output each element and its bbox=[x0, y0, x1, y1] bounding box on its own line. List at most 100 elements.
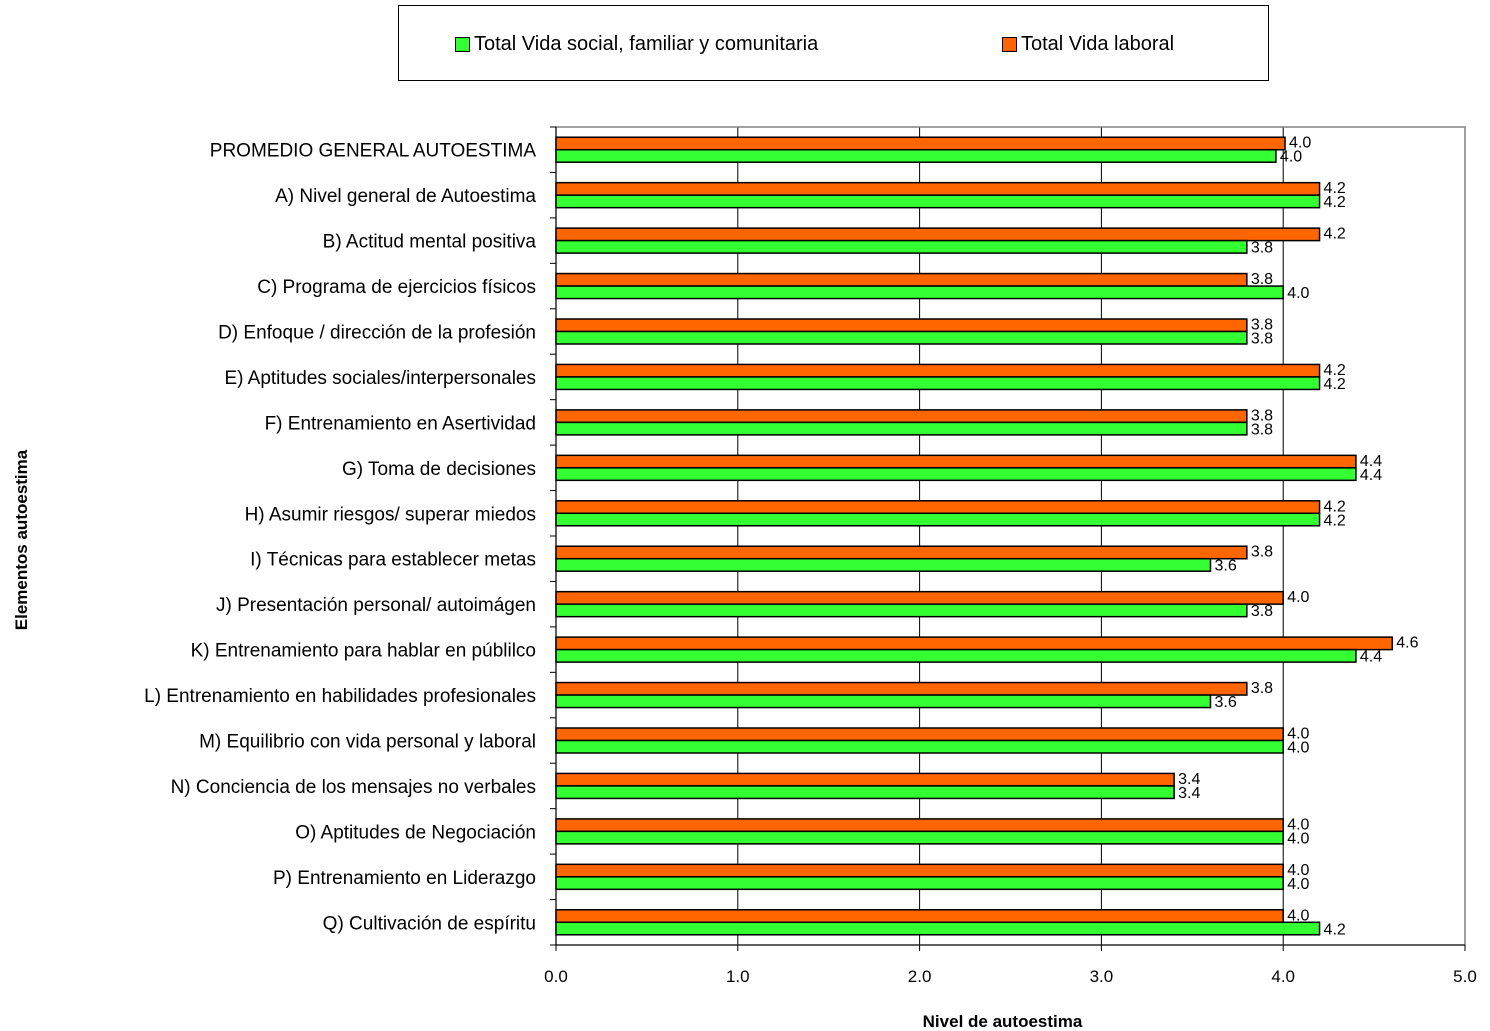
data-label-vida-laboral: 3.8 bbox=[1251, 407, 1273, 424]
bar-vida-laboral bbox=[555, 272, 1248, 287]
x-tick-label: 4.0 bbox=[1271, 967, 1295, 986]
data-label-vida-social: 4.0 bbox=[1287, 830, 1309, 847]
data-label-vida-social: 3.6 bbox=[1214, 558, 1236, 575]
bar-vida-laboral bbox=[555, 363, 1321, 378]
category-label: O) Aptitudes de Negociación bbox=[295, 822, 536, 843]
data-label-vida-laboral: 4.0 bbox=[1287, 726, 1309, 743]
legend-item-laboral: Total Vida laboral bbox=[1002, 33, 1174, 56]
category-label: C) Programa de ejercicios físicos bbox=[257, 277, 536, 298]
data-label-vida-social: 4.0 bbox=[1280, 149, 1302, 166]
data-label-vida-laboral: 4.2 bbox=[1324, 226, 1346, 243]
data-label-vida-laboral: 3.8 bbox=[1251, 317, 1273, 334]
bar-vida-laboral bbox=[555, 227, 1321, 242]
x-tick-label: 5.0 bbox=[1453, 967, 1477, 986]
bar-vida-social bbox=[555, 694, 1212, 709]
x-tick-label: 3.0 bbox=[1090, 967, 1114, 986]
category-label: N) Conciencia de los mensajes no verbale… bbox=[171, 777, 536, 798]
data-label-vida-social: 3.8 bbox=[1251, 240, 1273, 257]
category-label: I) Técnicas para establecer metas bbox=[250, 550, 536, 571]
legend-label-laboral: Total Vida laboral bbox=[1021, 33, 1175, 55]
x-axis-title: Nivel de autoestima bbox=[923, 1012, 1083, 1031]
data-label-vida-social: 4.4 bbox=[1360, 467, 1382, 484]
bar-vida-laboral bbox=[555, 454, 1357, 469]
bar-vida-laboral bbox=[555, 590, 1284, 605]
bar-vida-social bbox=[555, 467, 1357, 482]
x-tick-label: 0.0 bbox=[544, 967, 568, 986]
legend: Total Vida social, familiar y comunitari… bbox=[398, 5, 1269, 81]
data-label-vida-laboral: 3.8 bbox=[1251, 544, 1273, 561]
bar-vida-laboral bbox=[555, 772, 1175, 787]
data-label-vida-social: 4.0 bbox=[1287, 740, 1309, 757]
data-label-vida-social: 3.6 bbox=[1214, 694, 1236, 711]
data-label-vida-social: 4.0 bbox=[1287, 876, 1309, 893]
bar-vida-laboral bbox=[555, 136, 1286, 151]
category-label: G) Toma de decisiones bbox=[342, 459, 536, 480]
data-label-vida-laboral: 4.0 bbox=[1289, 135, 1311, 152]
bar-vida-laboral bbox=[555, 909, 1284, 924]
bar-vida-social bbox=[555, 376, 1321, 391]
bar-vida-social bbox=[555, 739, 1284, 754]
bar-vida-laboral bbox=[555, 545, 1248, 560]
data-label-vida-social: 4.2 bbox=[1324, 512, 1346, 529]
x-tick-label: 2.0 bbox=[908, 967, 932, 986]
category-label: H) Asumir riesgos/ superar miedos bbox=[245, 504, 536, 525]
bar-vida-social bbox=[555, 330, 1248, 345]
bar-vida-laboral bbox=[555, 181, 1321, 196]
data-label-vida-laboral: 4.0 bbox=[1287, 862, 1309, 879]
category-label: J) Presentación personal/ autoimágen bbox=[216, 595, 536, 616]
data-label-vida-laboral: 3.8 bbox=[1251, 271, 1273, 288]
category-label: K) Entrenamiento para hablar en públilco bbox=[191, 641, 536, 662]
bar-vida-social bbox=[555, 285, 1284, 300]
category-label: D) Enfoque / dirección de la profesión bbox=[218, 323, 536, 344]
gridlines bbox=[737, 127, 1284, 945]
bar-vida-laboral bbox=[555, 681, 1248, 696]
category-label: E) Aptitudes sociales/interpersonales bbox=[224, 368, 536, 389]
data-label-vida-social: 4.4 bbox=[1360, 649, 1382, 666]
bar-vida-social bbox=[555, 648, 1357, 663]
bar-vida-social bbox=[555, 194, 1321, 209]
data-label-vida-social: 3.8 bbox=[1251, 421, 1273, 438]
x-axis: 0.0 1.0 2.0 3.0 4.0 5.0 bbox=[544, 944, 1477, 986]
data-label-vida-laboral: 4.0 bbox=[1287, 589, 1309, 606]
bar-vida-social bbox=[555, 876, 1284, 891]
data-label-vida-laboral: 4.4 bbox=[1360, 453, 1382, 470]
legend-swatch-social bbox=[455, 37, 470, 52]
legend-item-social: Total Vida social, familiar y comunitari… bbox=[455, 33, 818, 56]
y-axis: PROMEDIO GENERAL AUTOESTIMA A) Nivel gene… bbox=[144, 126, 557, 946]
data-label-vida-social: 3.8 bbox=[1251, 603, 1273, 620]
data-label-vida-laboral: 4.2 bbox=[1324, 498, 1346, 515]
data-label-vida-social: 4.2 bbox=[1324, 194, 1346, 211]
bar-vida-laboral bbox=[555, 409, 1248, 424]
bar-vida-laboral bbox=[555, 636, 1394, 651]
data-label-vida-laboral: 4.6 bbox=[1396, 635, 1418, 652]
bar-vida-laboral bbox=[555, 727, 1284, 742]
category-label: F) Entrenamiento en Asertividad bbox=[265, 413, 536, 434]
category-label: B) Actitud mental positiva bbox=[323, 232, 537, 253]
data-label-vida-social: 4.2 bbox=[1324, 376, 1346, 393]
bar-vida-social bbox=[555, 148, 1277, 163]
bar-vida-social bbox=[555, 921, 1321, 936]
data-label-vida-social: 4.2 bbox=[1324, 921, 1346, 938]
data-label-vida-social: 4.0 bbox=[1287, 285, 1309, 302]
data-label-vida-social: 3.4 bbox=[1178, 785, 1200, 802]
bar-vida-social bbox=[555, 512, 1321, 527]
data-label-vida-laboral: 3.4 bbox=[1178, 771, 1200, 788]
category-label: A) Nivel general de Autoestima bbox=[275, 186, 536, 207]
y-axis-title: Elementos autoestima bbox=[12, 449, 31, 630]
bar-vida-social bbox=[555, 239, 1248, 254]
bar-vida-social bbox=[555, 830, 1284, 845]
category-label: P) Entrenamiento en Liderazgo bbox=[273, 868, 536, 889]
legend-swatch-laboral bbox=[1002, 37, 1017, 52]
category-label: PROMEDIO GENERAL AUTOESTIMA bbox=[210, 141, 537, 162]
bar-vida-laboral bbox=[555, 318, 1248, 333]
data-label-vida-laboral: 3.8 bbox=[1251, 680, 1273, 697]
category-label: M) Equilibrio con vida personal y labora… bbox=[199, 732, 536, 753]
x-tick-label: 1.0 bbox=[726, 967, 750, 986]
bar-vida-laboral bbox=[555, 500, 1321, 515]
bar-vida-laboral bbox=[555, 863, 1284, 878]
data-label-vida-laboral: 4.0 bbox=[1287, 816, 1309, 833]
bar-vida-social bbox=[555, 557, 1212, 572]
bar-vida-social bbox=[555, 603, 1248, 618]
data-label-vida-laboral: 4.2 bbox=[1324, 180, 1346, 197]
data-label-vida-laboral: 4.0 bbox=[1287, 907, 1309, 924]
